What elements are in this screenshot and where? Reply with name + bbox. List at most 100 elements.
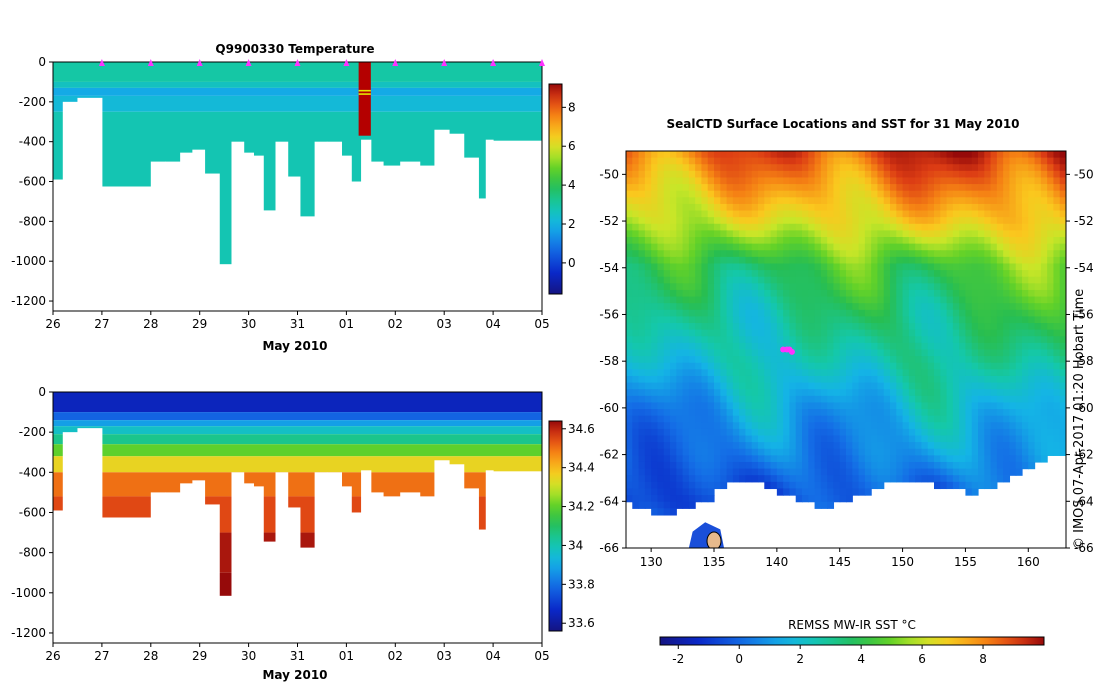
sst-cell	[789, 283, 797, 291]
sst-cell	[1059, 369, 1066, 377]
sst-cell	[1053, 243, 1061, 251]
sst-cell	[707, 237, 715, 245]
sst-cell	[984, 442, 992, 450]
sst-cell	[707, 190, 715, 198]
sst-cell	[965, 342, 973, 351]
sst-cell	[814, 250, 822, 258]
sst-cell	[934, 309, 941, 318]
sst-cell	[764, 329, 772, 337]
sst-cell	[1028, 323, 1036, 331]
sst-cell	[965, 475, 973, 483]
y-tick-label: -1000	[11, 254, 46, 268]
x-tick-label: 26	[45, 649, 60, 663]
sst-cell	[990, 151, 998, 159]
sst-cell	[688, 349, 696, 357]
sst-cell	[688, 501, 696, 509]
sst-cell	[1003, 402, 1011, 410]
sst-cell	[908, 389, 916, 397]
sst-cell	[1009, 461, 1017, 470]
sst-cell	[688, 157, 696, 165]
sst-cell	[802, 475, 809, 483]
sst-cell	[877, 223, 885, 231]
sst-cell	[663, 237, 671, 245]
sst-cell	[739, 250, 747, 258]
sst-cell	[720, 468, 728, 476]
sst-cell	[644, 362, 652, 370]
sst-cell	[814, 461, 822, 470]
sst-cell	[833, 356, 841, 364]
sst-cell	[927, 157, 935, 165]
sst-cell	[833, 481, 841, 490]
sst-cell	[644, 501, 652, 509]
sst-cell	[827, 448, 835, 456]
sst-cell	[764, 223, 772, 231]
sst-cell	[701, 283, 709, 291]
sst-cell	[883, 402, 891, 410]
sst-cell	[1047, 448, 1055, 456]
sst-cell	[1040, 422, 1048, 430]
sst-cell	[688, 362, 696, 370]
sst-cell	[644, 375, 652, 384]
sst-cell	[638, 250, 646, 258]
sst-cell	[776, 382, 784, 390]
sst-cell	[864, 210, 872, 218]
sst-cell	[877, 237, 885, 245]
sst-cell	[670, 448, 677, 456]
sst-cell	[808, 197, 816, 205]
sst-cell	[871, 448, 879, 456]
sst-cell	[714, 250, 721, 258]
sst-cell	[858, 151, 866, 159]
sst-cell	[751, 270, 759, 278]
sst-cell	[839, 283, 847, 291]
sst-cell	[871, 369, 879, 377]
sst-cell	[871, 217, 879, 225]
no-data-mask	[165, 492, 181, 643]
sst-cell	[1034, 428, 1042, 437]
sst-cell	[739, 435, 747, 443]
sst-cell	[883, 283, 891, 291]
sst-cell	[808, 422, 816, 430]
sst-cell	[833, 382, 841, 390]
sst-cell	[858, 157, 866, 165]
sst-cell	[695, 256, 703, 265]
sst-cell	[1009, 342, 1017, 351]
sst-cell	[852, 190, 860, 198]
sst-cell	[732, 389, 740, 397]
sst-cell	[764, 468, 772, 476]
sst-cell	[783, 170, 791, 179]
sst-cell	[745, 349, 753, 357]
sst-cell	[1028, 217, 1036, 225]
section-layer	[53, 420, 542, 427]
sst-cell	[758, 237, 765, 245]
sst-cell	[883, 461, 891, 470]
sst-cell	[1059, 349, 1066, 357]
sst-cell	[814, 448, 822, 456]
sst-cell	[802, 402, 809, 410]
sst-cell	[908, 329, 916, 337]
sst-cell	[1047, 422, 1055, 430]
sst-cell	[676, 415, 684, 423]
sst-cell	[959, 395, 967, 404]
sst-cell	[795, 356, 803, 364]
sst-cell	[739, 184, 747, 192]
sst-cell	[940, 428, 948, 437]
sst-cell	[1003, 276, 1011, 284]
sst-cell	[959, 389, 967, 397]
sst-cell	[915, 455, 923, 463]
sst-cell	[726, 157, 734, 165]
sst-cell	[858, 256, 866, 265]
surface-location-marker	[147, 59, 154, 66]
sst-cell	[927, 342, 935, 351]
sst-cell	[978, 243, 985, 251]
sst-cell	[890, 442, 897, 450]
sst-cell	[795, 435, 803, 443]
sst-cell	[657, 468, 665, 476]
sst-cell	[871, 177, 879, 185]
sst-cell	[902, 303, 910, 311]
sst-cell	[626, 415, 633, 423]
sst-cell	[720, 362, 728, 370]
sst-cell	[651, 382, 659, 390]
sst-colorbar-ticks: -2 0 2 4 6 8	[672, 645, 987, 666]
sst-cell	[632, 415, 640, 423]
sst-cell	[802, 488, 809, 496]
